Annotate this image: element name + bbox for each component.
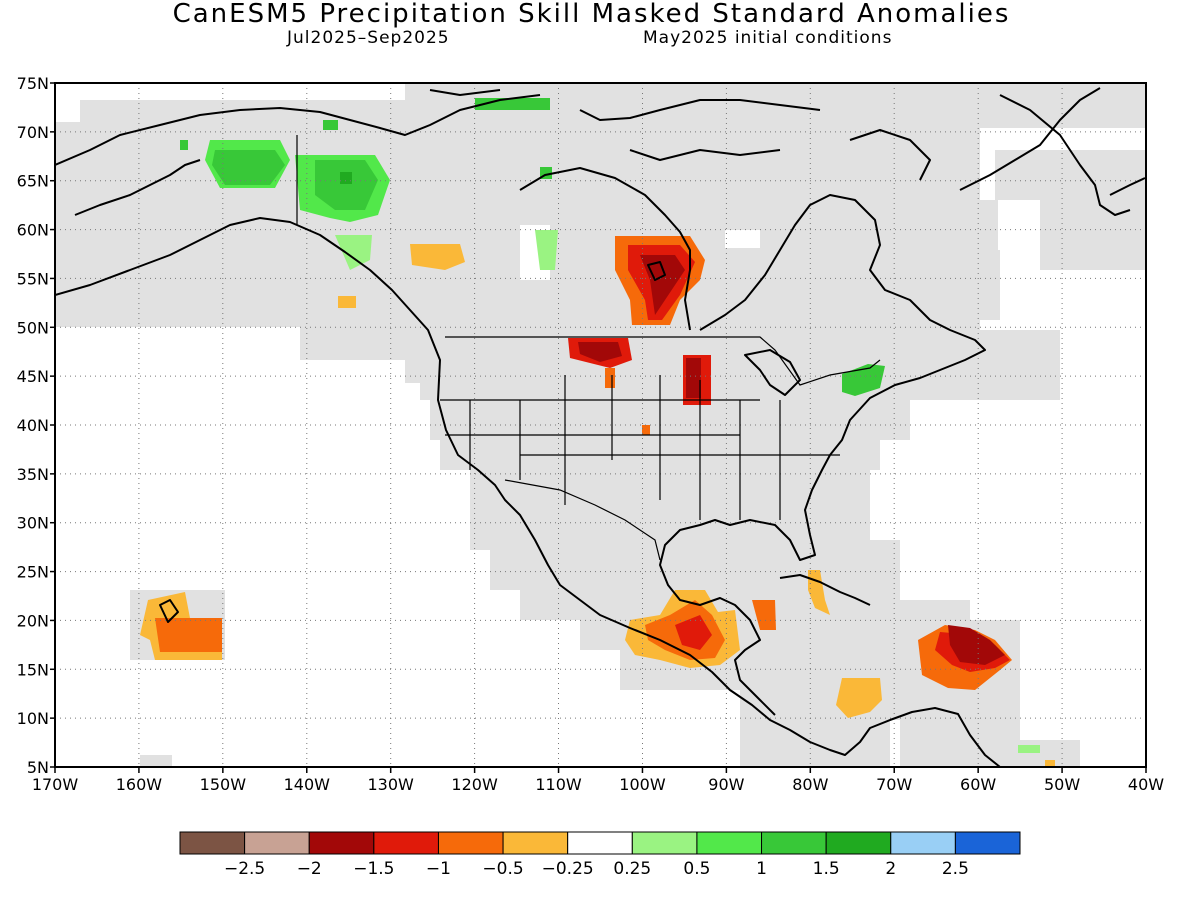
region-guiana-wet [1018, 745, 1040, 753]
map-title: CanESM5 Precipitation Skill Masked Stand… [172, 0, 1011, 29]
colorbar-label: 2 [885, 859, 896, 879]
colorbar-swatch [631, 831, 698, 855]
lon-label: 140W [284, 775, 331, 794]
lon-label: 130W [368, 775, 415, 794]
colorbar-label: −2.5 [224, 859, 265, 879]
colorbar-label: −1 [426, 859, 451, 879]
colorbar-swatch [502, 831, 569, 855]
region-caribbean-west-dry [836, 678, 882, 718]
lat-label: 10N [17, 709, 49, 728]
lat-label: 20N [17, 611, 49, 630]
political-borders [296, 135, 881, 561]
mask-holes [55, 83, 1146, 325]
lat-label: 25N [17, 563, 49, 582]
lon-label: 70W [876, 775, 912, 794]
region-interior-light-green [535, 230, 558, 270]
region-antilles-core [948, 625, 1005, 665]
region-arctic-islet [323, 120, 338, 130]
lat-label: 70N [17, 123, 49, 142]
colorbar-swatch [696, 831, 763, 855]
lon-label: 110W [535, 775, 582, 794]
region-new-york-wet [842, 364, 885, 396]
map-plot-area [55, 83, 1146, 767]
colorbar-swatch [890, 831, 956, 855]
coastlines [55, 87, 1146, 767]
colorbar-swatch [437, 831, 504, 855]
colorbar-label: 1 [756, 859, 767, 879]
colorbar-swatch [761, 831, 827, 855]
region-bc-south-dry [338, 296, 356, 308]
lat-label: 40N [17, 416, 49, 435]
region-yukon-core [340, 172, 352, 184]
region-alaska-west [180, 140, 188, 150]
region-minnesota-core [686, 358, 701, 398]
colorbar-swatch [308, 831, 375, 855]
colorbar-label: 2.5 [942, 859, 969, 879]
colorbar-swatch [954, 831, 1021, 855]
lon-label: 90W [708, 775, 744, 794]
colorbar-swatch [179, 831, 246, 855]
lon-label: 120W [451, 775, 498, 794]
lon-label: 100W [619, 775, 666, 794]
colorbar: −2.5 −2 −1.5 −1 −0.5 −0.25 0.25 0.5 1 1.5 2 2.5 [179, 831, 1021, 879]
region-alaska-inner [212, 150, 285, 185]
colorbar-swatch [244, 831, 310, 855]
lon-label: 60W [960, 775, 996, 794]
colorbar-label: −0.5 [482, 859, 523, 879]
region-nebraska-dry [642, 425, 650, 435]
anomaly-fills [140, 98, 1055, 767]
lon-label: 160W [116, 775, 163, 794]
lon-label: 40W [1128, 775, 1164, 794]
colorbar-label: −2 [297, 859, 322, 879]
region-montana-core [578, 342, 622, 362]
region-guiana-dry [1045, 760, 1055, 767]
colorbar-swatch [567, 831, 633, 855]
colorbar-label: 0.25 [613, 859, 651, 879]
region-bc-interior-dry [410, 244, 465, 270]
lat-label: 5N [27, 758, 49, 777]
region-hawaii-core [155, 618, 222, 652]
lon-label: 170W [32, 775, 79, 794]
lon-label: 50W [1044, 775, 1080, 794]
region-yukon-inner [315, 160, 378, 210]
lat-label: 50N [17, 318, 49, 337]
lat-label: 60N [17, 221, 49, 240]
lat-label: 15N [17, 660, 49, 679]
region-yucatan-dry [752, 600, 776, 630]
lat-label: 65N [17, 172, 49, 191]
region-mexico-core [675, 615, 712, 650]
initial-conditions: May2025 initial conditions [643, 28, 893, 48]
graticule [55, 83, 1146, 767]
lat-label: 45N [17, 367, 49, 386]
lat-label: 55N [17, 269, 49, 288]
colorbar-label: 1.5 [813, 859, 840, 879]
forecast-period: Jul2025–Sep2025 [287, 28, 450, 48]
region-dakota-dry [605, 368, 615, 388]
lat-label: 35N [17, 465, 49, 484]
lon-label: 150W [200, 775, 247, 794]
colorbar-label: 0.5 [683, 859, 710, 879]
lon-label: 80W [792, 775, 828, 794]
colorbar-label: −1.5 [353, 859, 394, 879]
colorbar-swatch [373, 831, 439, 855]
region-bc-coast [335, 235, 372, 270]
colorbar-swatch [825, 831, 892, 855]
lat-label: 30N [17, 514, 49, 533]
colorbar-label: −0.25 [542, 859, 594, 879]
longitude-axis: 170W 160W 150W 140W 130W 120W 110W 100W 90W 80W 70… [32, 767, 1164, 794]
lat-label: 75N [17, 74, 49, 93]
region-cuba-dry [808, 570, 830, 615]
latitude-axis: 75N 70N 65N 60N 55N 50N 45N 40N 35N 30N 25N 20N 15N 1… [17, 74, 55, 777]
